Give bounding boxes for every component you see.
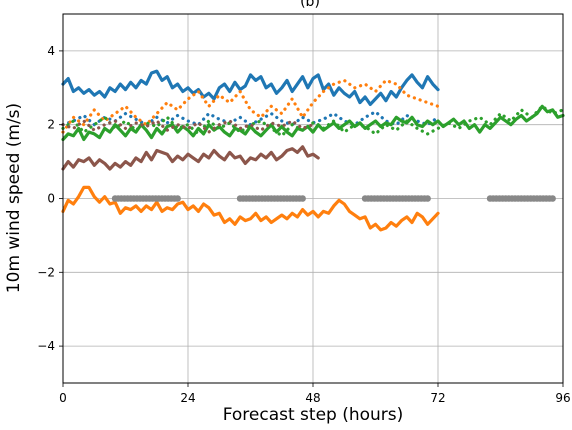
- series-line-3: [61, 185, 440, 232]
- y-tick-label-2: 0: [47, 192, 55, 206]
- marker-point-62: [424, 195, 431, 202]
- series-line-5: [61, 104, 565, 142]
- x-tick-label-4: 96: [555, 391, 570, 405]
- y-tick-label-4: 4: [47, 44, 55, 58]
- series-line-6: [61, 119, 315, 134]
- y-tick-label-3: 2: [47, 118, 55, 132]
- x-axis: 0 24 48 72 96: [59, 383, 571, 405]
- chart-title: (b): [300, 0, 320, 10]
- x-tick-label-1: 24: [180, 391, 195, 405]
- series-line-2: [61, 78, 440, 134]
- x-tick-label-0: 0: [59, 391, 67, 405]
- y-axis-label: 10m wind speed (m/s): [4, 103, 24, 293]
- x-tick-label-2: 48: [305, 391, 320, 405]
- y-tick-label-1: −2: [37, 265, 55, 279]
- series-line-0: [61, 69, 440, 107]
- x-tick-label-3: 72: [430, 391, 445, 405]
- series-line-7: [61, 145, 320, 171]
- marker-point-83: [549, 195, 556, 202]
- series-line-4: [61, 104, 565, 138]
- marker-point-41: [299, 195, 306, 202]
- series-layer: [61, 69, 565, 232]
- series-line-1: [61, 110, 440, 127]
- x-axis-label: Forecast step (hours): [223, 405, 404, 425]
- y-tick-label-0: −4: [37, 339, 55, 353]
- marker-point-20: [174, 195, 181, 202]
- marker-layer: [111, 195, 556, 202]
- y-axis: −4 −2 0 2 4: [37, 44, 63, 353]
